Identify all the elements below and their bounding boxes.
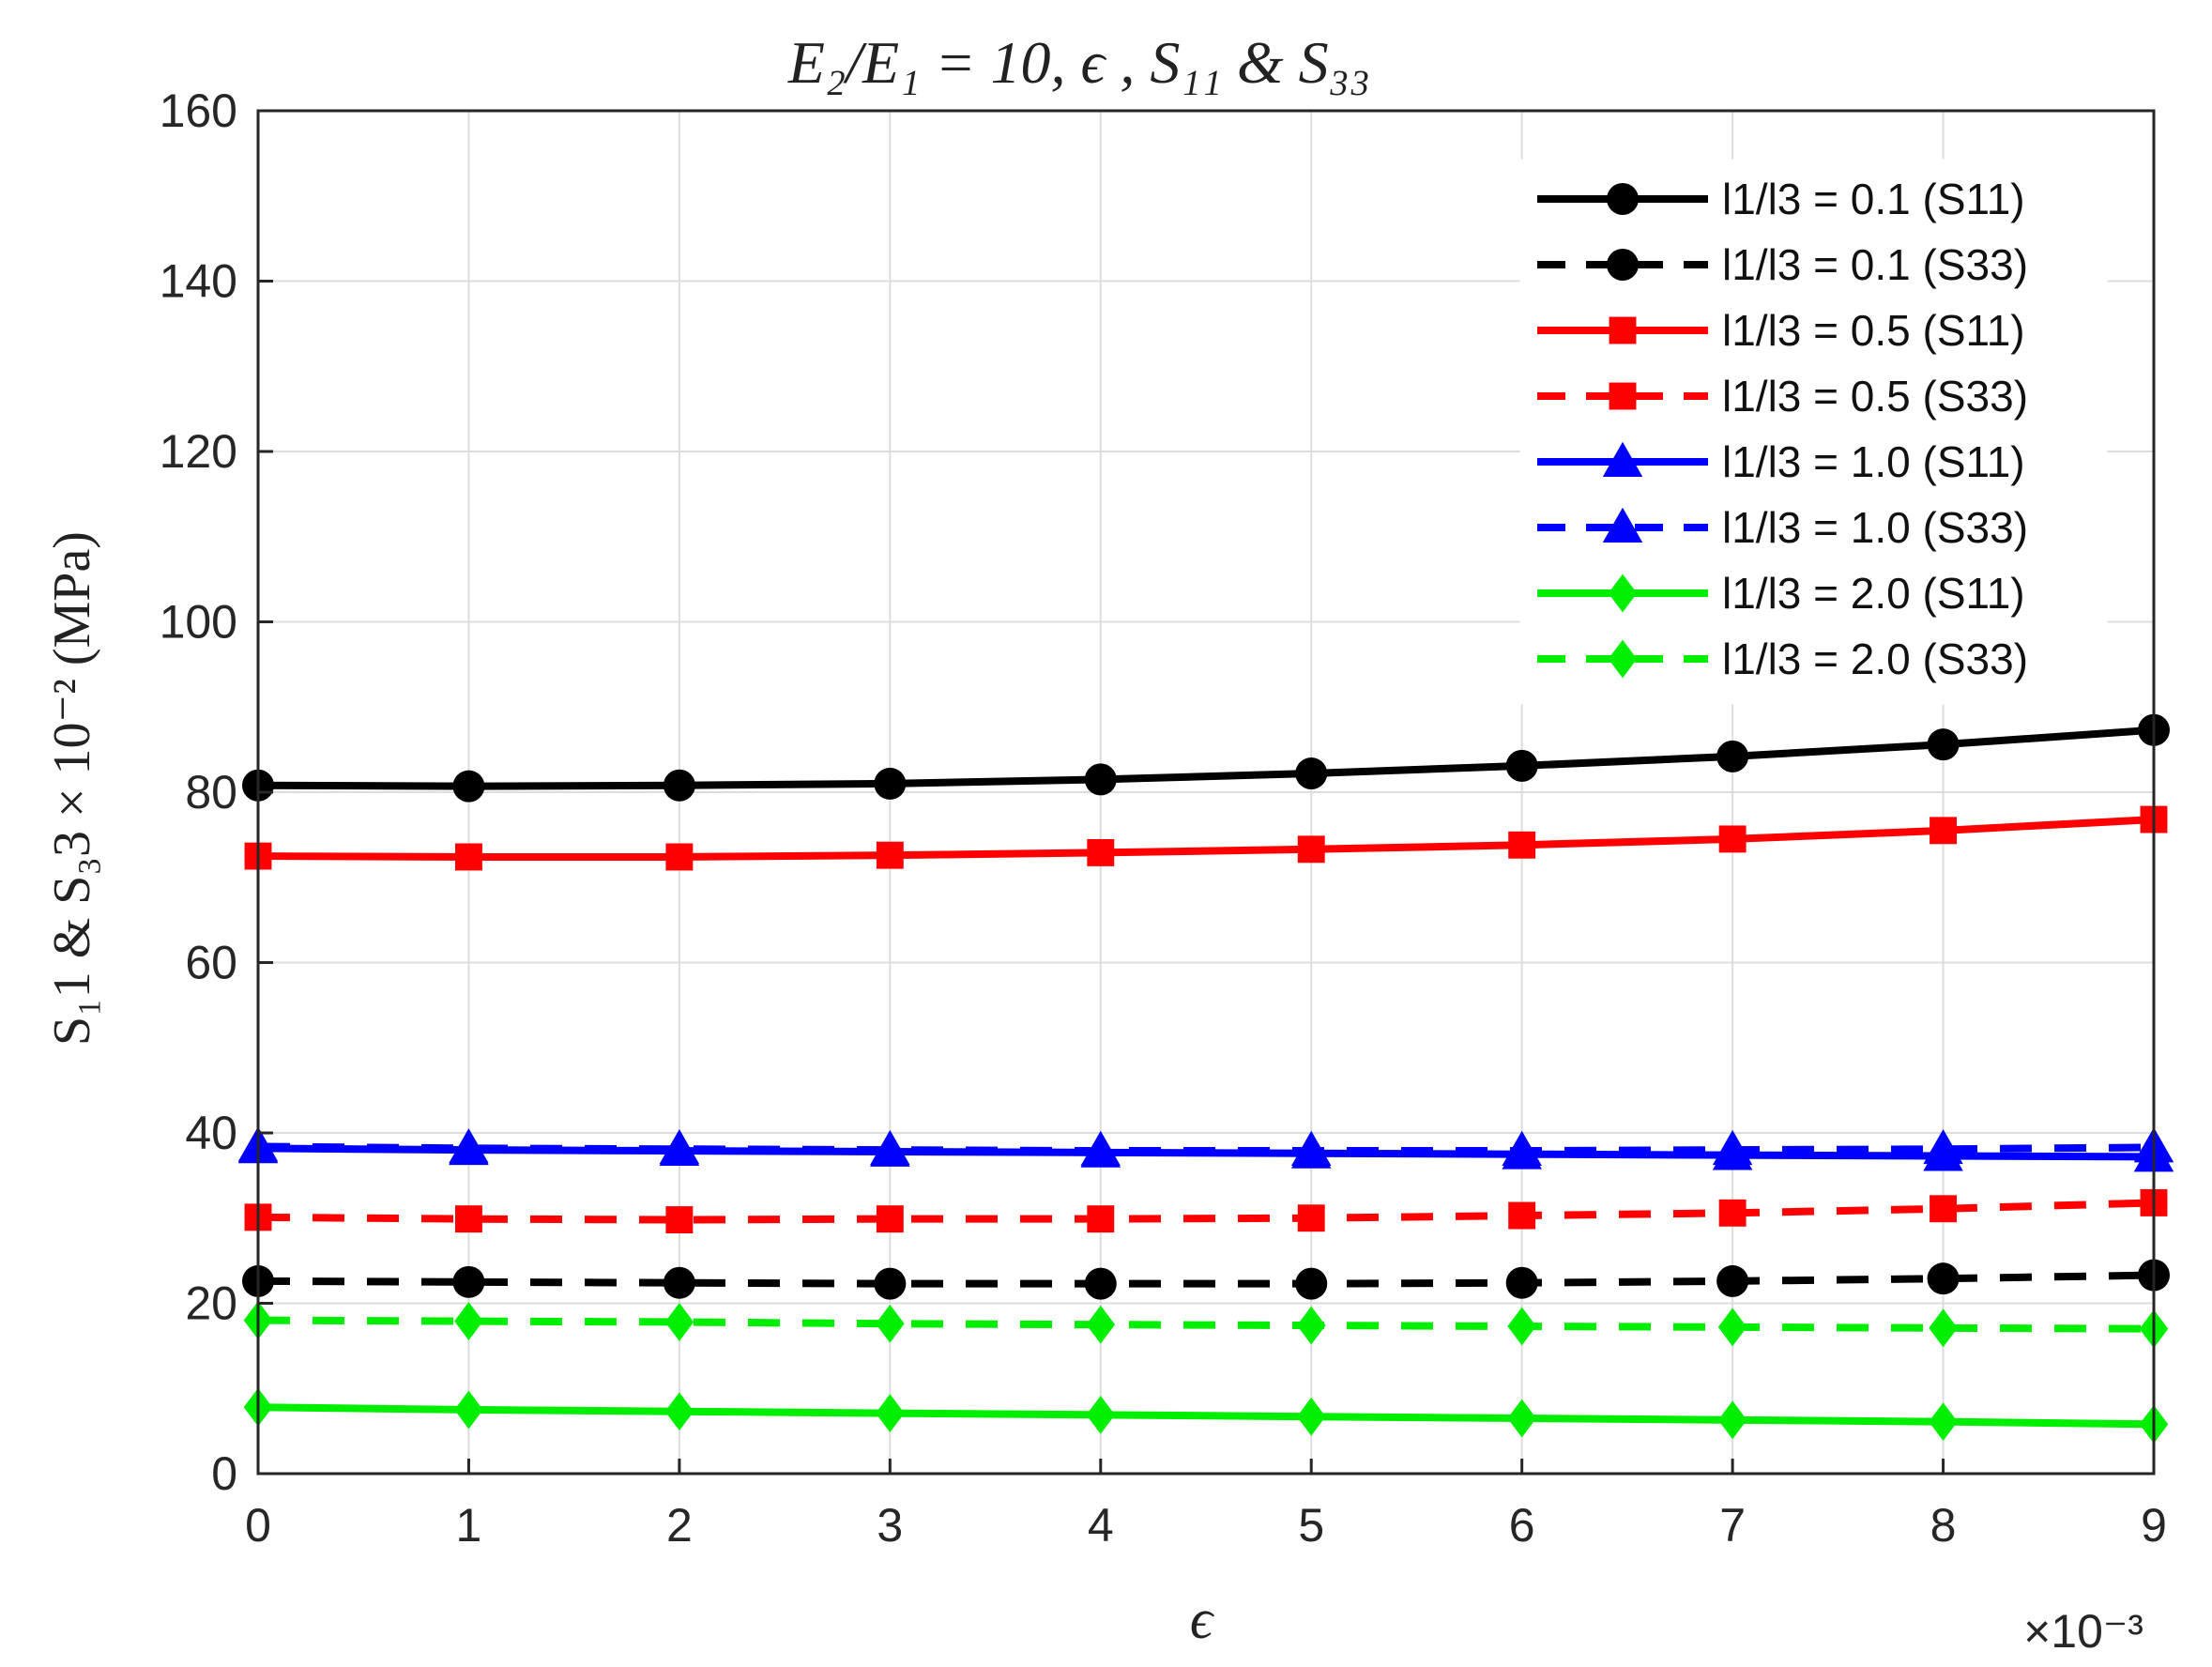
x-tick-label: 8 (1930, 1499, 1957, 1552)
data-point (1928, 728, 1960, 760)
y-tick-label: 20 (185, 1277, 237, 1330)
data-point (455, 1205, 482, 1232)
legend-label: l1/l3 = 2.0 (S11) (1722, 569, 2025, 618)
data-point (874, 1268, 906, 1300)
data-point (1930, 817, 1957, 844)
legend-label: l1/l3 = 0.5 (S11) (1722, 306, 2025, 355)
data-point (1719, 825, 1747, 852)
data-point (1298, 835, 1325, 863)
legend-label: l1/l3 = 2.0 (S33) (1722, 635, 2028, 683)
y-tick-label: 40 (185, 1107, 237, 1159)
data-point (1719, 1200, 1747, 1227)
chart-title: E₂/E₁ = 10, ϵ , S₁₁ & S₃₃ (787, 29, 1370, 96)
x-tick-label: 1 (456, 1499, 482, 1552)
y-tick-label: 80 (185, 766, 237, 818)
data-point (665, 844, 693, 871)
data-point (664, 1267, 695, 1299)
x-tick-label: 0 (245, 1499, 271, 1552)
data-point (455, 844, 482, 871)
y-axis-label: S₁1 & S₃3 × 10⁻² (MPa) (43, 531, 101, 1046)
y-tick-label: 60 (185, 937, 237, 989)
data-point (1716, 741, 1748, 772)
x-tick-label: 5 (1298, 1499, 1324, 1552)
data-point (1716, 1265, 1748, 1297)
x-axis-multiplier: ×10⁻³ (2023, 1605, 2143, 1658)
data-point (665, 1206, 693, 1233)
legend: l1/l3 = 0.1 (S11) l1/l3 = 0.1 (S33) l1/l3 … (1520, 160, 2107, 704)
legend-label: l1/l3 = 0.5 (S33) (1722, 372, 2028, 421)
legend-swatch-marker (1609, 383, 1637, 410)
x-tick-label: 4 (1088, 1499, 1114, 1552)
x-axis-label: ϵ (1190, 1588, 1215, 1650)
legend-label: l1/l3 = 0.1 (S11) (1722, 175, 2025, 223)
legend-swatch-marker (1607, 249, 1639, 281)
data-point (1928, 1262, 1960, 1294)
data-point (1508, 1202, 1535, 1230)
data-point (1508, 832, 1535, 859)
data-point (452, 1266, 484, 1298)
data-point (1085, 1268, 1117, 1300)
data-point (1085, 763, 1117, 795)
data-point (664, 770, 695, 802)
data-point (1295, 1268, 1327, 1300)
data-point (1506, 1267, 1538, 1299)
y-tick-label: 100 (160, 596, 237, 649)
legend-label: l1/l3 = 1.0 (S11) (1722, 437, 2025, 486)
x-tick-label: 6 (1509, 1499, 1535, 1552)
x-tick-label: 3 (877, 1499, 903, 1552)
data-point (1295, 757, 1327, 789)
data-point (1087, 1205, 1114, 1232)
y-tick-label: 160 (160, 84, 237, 137)
data-point (1087, 839, 1114, 866)
data-point (877, 842, 904, 869)
x-tick-label: 2 (666, 1499, 693, 1552)
data-point (1506, 750, 1538, 782)
data-point (1298, 1204, 1325, 1231)
y-tick-label: 0 (211, 1447, 237, 1500)
x-tick-label: 9 (2141, 1499, 2167, 1552)
x-tick-label: 7 (1719, 1499, 1746, 1552)
data-point (877, 1205, 904, 1232)
data-point (1930, 1195, 1957, 1222)
legend-label: l1/l3 = 1.0 (S33) (1722, 503, 2028, 552)
y-tick-label: 120 (160, 425, 237, 478)
data-point (452, 771, 484, 803)
legend-swatch-marker (1607, 183, 1639, 215)
y-tick-label: 140 (160, 255, 237, 308)
data-point (874, 768, 906, 800)
legend-label: l1/l3 = 0.1 (S33) (1722, 240, 2028, 289)
legend-swatch-marker (1609, 317, 1637, 344)
